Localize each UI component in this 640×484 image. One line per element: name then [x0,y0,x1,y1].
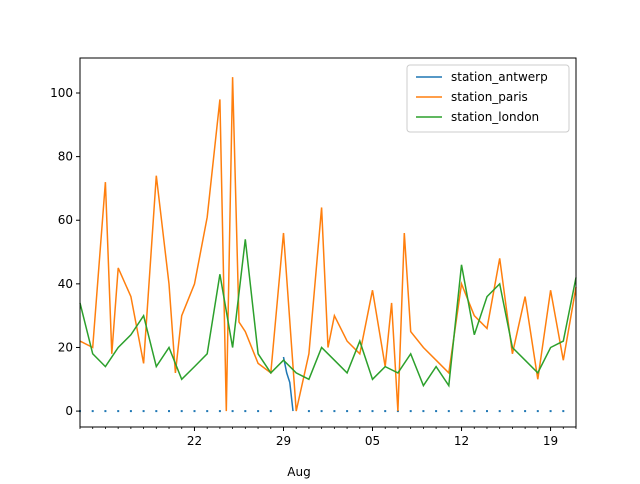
series-point-station_antwerp [117,410,120,413]
x-tick-label: 19 [543,434,558,448]
series-point-station_antwerp [562,410,565,413]
x-tick-label: 12 [454,434,469,448]
y-tick-label: 20 [58,340,73,354]
series-point-station_antwerp [486,410,488,413]
series-point-station_antwerp [168,410,170,413]
legend-label-station_paris: station_paris [451,90,528,104]
series-point-station_antwerp [435,410,438,413]
series-segment-station_antwerp [282,356,294,412]
x-tick-label: 22 [187,434,202,448]
axes: 0 20 40 60 80 100 22 29 05 12 19 [50,57,577,448]
y-tick-label: 60 [58,213,73,227]
y-tick-label: 0 [65,404,73,418]
series-point-station_antwerp [460,410,463,413]
y-tick-label: 100 [50,86,73,100]
series-point-station_antwerp [422,410,425,413]
series-point-station_antwerp [257,410,260,413]
series-point-station_antwerp [91,410,94,413]
legend-label-station_antwerp: station_antwerp [451,70,548,84]
plot-area [79,77,577,413]
series-point-station_antwerp [384,410,387,413]
series-point-station_antwerp [447,410,450,413]
series-point-station_antwerp [536,410,539,413]
series-point-station_antwerp [218,410,221,413]
series-point-station_antwerp [244,410,247,413]
series-point-station_antwerp [549,410,552,413]
series-point-station_antwerp [142,410,145,413]
series-point-station_antwerp [524,410,527,413]
series-point-station_antwerp [498,410,501,413]
legend: station_antwerp station_paris station_lond… [406,64,570,133]
series-point-station_antwerp [409,410,412,413]
x-axis-label: Aug [287,465,310,479]
series-point-station_antwerp [358,410,361,413]
series-point-station_antwerp [180,410,183,413]
series-point-station_antwerp [155,410,158,413]
series-point-station_antwerp [320,410,323,413]
series-point-station_antwerp [307,410,310,413]
series-point-station_antwerp [346,410,349,413]
plot-frame [79,57,577,428]
series-point-station_antwerp [206,410,209,413]
series-point-station_antwerp [333,410,336,413]
x-tick-label: 29 [276,434,291,448]
legend-label-station_london: station_london [451,110,539,124]
series-point-station_antwerp [511,410,514,413]
series-point-station_antwerp [473,410,476,413]
series-point-station_antwerp [129,410,132,413]
y-tick-label: 40 [58,277,73,291]
series-line-station_london [79,239,577,388]
legend-box [406,64,570,133]
x-tick-label: 05 [365,434,380,448]
series-point-station_antwerp [371,410,374,413]
series-point-station_antwerp [193,410,196,413]
y-tick-label: 80 [58,150,73,164]
series-point-station_antwerp [269,410,272,413]
series-point-station_antwerp [231,410,234,413]
series-point-station_antwerp [104,410,107,413]
